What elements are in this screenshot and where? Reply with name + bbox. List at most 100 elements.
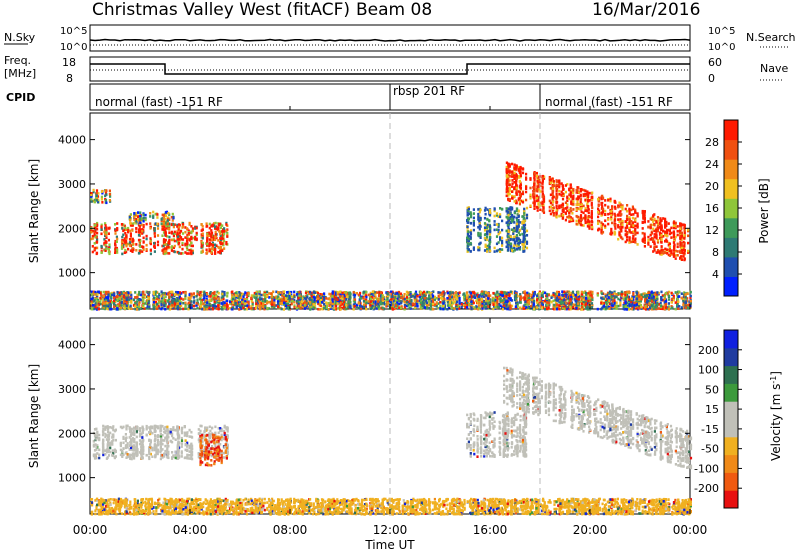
heatmap-cell <box>619 301 622 305</box>
heatmap-cell <box>107 238 110 242</box>
heatmap-cell <box>162 219 165 222</box>
heatmap-cell <box>226 235 229 238</box>
heatmap-cell <box>489 226 492 230</box>
heatmap-cell <box>214 238 217 241</box>
heatmap-cell <box>513 226 516 230</box>
heatmap-cell <box>178 234 181 238</box>
heatmap-cell <box>533 189 536 192</box>
heatmap-cell <box>536 186 539 189</box>
nave-tick-bottom: 0 <box>708 72 715 85</box>
heatmap-cell <box>506 212 509 215</box>
heatmap-cell <box>664 230 667 234</box>
heatmap-cell <box>551 210 554 214</box>
heatmap-cell <box>568 215 571 218</box>
heatmap-cell <box>138 250 141 253</box>
heatmap-cell <box>223 291 226 294</box>
nsearch-tick-top: 10^5 <box>708 26 735 37</box>
heatmap-cell <box>121 252 124 256</box>
heatmap-cell <box>105 247 108 251</box>
heatmap-cell <box>683 234 686 237</box>
heatmap-cell <box>533 204 536 207</box>
heatmap-cell <box>456 296 460 300</box>
heatmap-cell <box>587 208 590 211</box>
heatmap-cell <box>552 211 555 215</box>
heatmap-cell <box>516 242 519 246</box>
heatmap-cell <box>107 232 110 235</box>
heatmap-cell <box>604 213 607 216</box>
heatmap-cell <box>206 244 209 247</box>
heatmap-cell <box>551 197 554 200</box>
heatmap-cell <box>505 165 508 169</box>
heatmap-cell <box>569 183 572 187</box>
heatmap-cell <box>163 240 166 244</box>
heatmap-cell <box>518 179 521 183</box>
heatmap-cell <box>653 223 656 227</box>
heatmap-cell <box>539 190 542 193</box>
heatmap-cell <box>628 210 631 214</box>
heatmap-cell <box>113 295 116 298</box>
heatmap-cell <box>588 191 591 195</box>
heatmap-cell <box>214 246 217 250</box>
heatmap-cell <box>501 248 504 251</box>
heatmap-cell <box>586 202 589 206</box>
heatmap-cell <box>339 298 342 302</box>
heatmap-cell <box>508 170 511 173</box>
heatmap-cell <box>484 243 487 247</box>
heatmap-cell <box>337 296 340 300</box>
heatmap-cell <box>145 307 148 310</box>
heatmap-cell <box>210 238 214 241</box>
heatmap-cell <box>132 222 135 225</box>
heatmap-cell <box>587 193 590 197</box>
heatmap-cell <box>103 243 106 246</box>
heatmap-cell <box>648 308 651 311</box>
heatmap-cell <box>286 307 289 310</box>
heatmap-cell <box>170 216 173 219</box>
heatmap-cell <box>555 209 558 212</box>
heatmap-cell <box>676 291 679 295</box>
heatmap-cell <box>515 209 518 213</box>
heatmap-cell <box>518 248 522 251</box>
heatmap-cell <box>185 245 189 249</box>
heatmap-cell <box>558 185 561 189</box>
heatmap-cell <box>505 181 509 185</box>
heatmap-cell <box>467 207 470 211</box>
heatmap-cell <box>666 252 669 255</box>
heatmap-cell <box>164 247 167 251</box>
heatmap-cell <box>584 207 587 210</box>
heatmap-cell <box>624 220 627 223</box>
heatmap-cell <box>568 197 571 201</box>
heatmap-cell <box>129 249 132 252</box>
heatmap-cell <box>643 215 646 218</box>
heatmap-cell <box>568 188 571 192</box>
heatmap-cell <box>649 245 652 248</box>
heatmap-cell <box>579 198 583 201</box>
heatmap-cell <box>190 230 193 233</box>
heatmap-cell <box>568 307 571 311</box>
heatmap-cell <box>488 225 492 228</box>
heatmap-cell <box>195 226 198 230</box>
heatmap-cell <box>515 216 518 220</box>
heatmap-cell <box>568 220 571 223</box>
heatmap-cell <box>527 296 530 300</box>
heatmap-cell <box>105 233 108 237</box>
nsearch-tick-bottom: 10^0 <box>708 42 735 53</box>
heatmap-cell <box>221 224 224 227</box>
heatmap-cell <box>114 242 117 246</box>
heatmap-cell <box>647 238 650 242</box>
heatmap-cell <box>650 216 653 220</box>
heatmap-cell <box>538 201 541 205</box>
heatmap-cell <box>509 217 512 221</box>
heatmap-cell <box>153 235 156 238</box>
heatmap-cell <box>668 249 671 253</box>
heatmap-cell <box>94 230 97 233</box>
heatmap-cell <box>560 182 563 185</box>
heatmap-cell <box>642 216 645 220</box>
heatmap-cell <box>95 241 98 244</box>
heatmap-cell <box>659 301 662 305</box>
heatmap-cell <box>679 231 682 235</box>
heatmap-cell <box>564 207 567 210</box>
heatmap-cell <box>674 226 677 230</box>
heatmap-cell <box>458 303 461 307</box>
heatmap-cell <box>561 213 565 217</box>
